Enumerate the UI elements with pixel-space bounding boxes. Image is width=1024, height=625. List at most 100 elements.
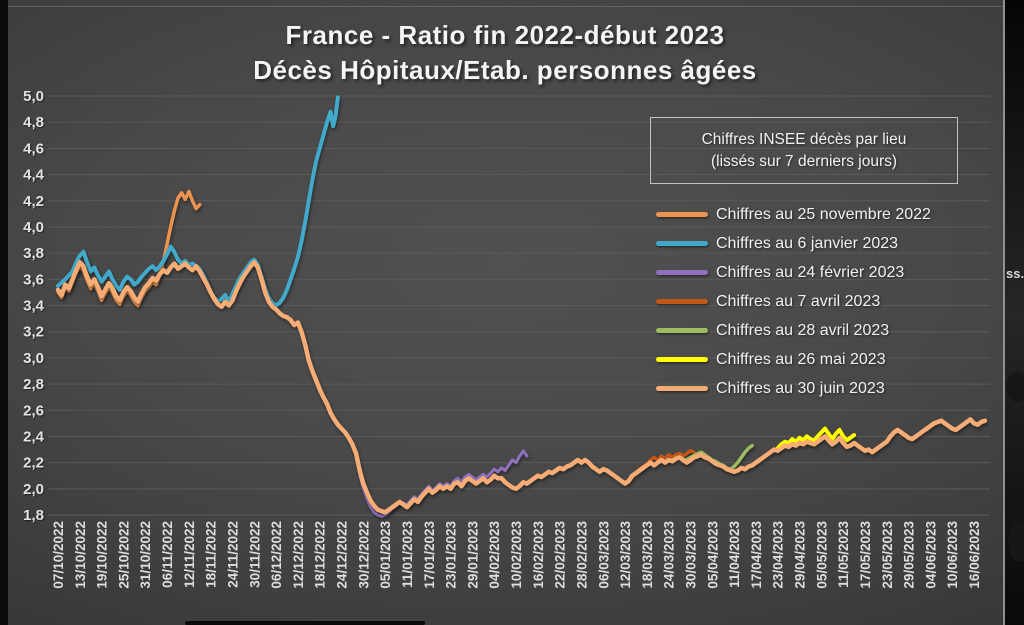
series-lines-group <box>55 95 988 518</box>
slide-top-border <box>8 6 1003 7</box>
cropped-shape <box>1006 372 1024 402</box>
svg-text:18/11/2022: 18/11/2022 <box>204 521 219 588</box>
cropped-text-fragment: ss. <box>1006 266 1024 281</box>
svg-text:30/03/2023: 30/03/2023 <box>683 521 698 589</box>
svg-text:24/12/2022: 24/12/2022 <box>335 521 350 589</box>
svg-text:11/01/2023: 11/01/2023 <box>400 521 415 588</box>
gridlines-group <box>48 95 990 516</box>
series-line <box>358 449 529 518</box>
chart-title-line2: Décès Hôpitaux/Etab. personnes âgées <box>253 55 757 85</box>
svg-text:5,0: 5,0 <box>23 88 44 105</box>
svg-text:17/04/2023: 17/04/2023 <box>749 521 764 589</box>
cropped-shape <box>1008 522 1024 562</box>
bottom-edge-bar <box>185 621 425 625</box>
series-line <box>55 260 988 515</box>
svg-text:23/04/2023: 23/04/2023 <box>771 521 786 589</box>
svg-text:4,4: 4,4 <box>23 167 45 184</box>
svg-text:05/05/2023: 05/05/2023 <box>814 521 829 589</box>
svg-text:25/10/2022: 25/10/2022 <box>116 521 131 589</box>
svg-text:12/03/2023: 12/03/2023 <box>618 521 633 589</box>
legend-item: Chiffres au 28 avril 2023 <box>656 316 931 345</box>
legend-label: Chiffres au 30 juin 2023 <box>716 379 885 397</box>
svg-text:05/01/2023: 05/01/2023 <box>378 521 393 589</box>
svg-text:04/02/2023: 04/02/2023 <box>487 521 502 589</box>
svg-text:24/11/2022: 24/11/2022 <box>225 521 240 588</box>
svg-text:31/10/2022: 31/10/2022 <box>138 521 153 589</box>
svg-text:4,0: 4,0 <box>23 219 44 236</box>
legend-label: Chiffres au 6 janvier 2023 <box>716 234 899 252</box>
svg-text:12/11/2022: 12/11/2022 <box>182 521 197 588</box>
svg-text:2,2: 2,2 <box>23 455 44 472</box>
series-line <box>775 426 857 451</box>
chart-legend: Chiffres au 25 novembre 2022 Chiffres au… <box>656 200 931 403</box>
legend-item: Chiffres au 7 avril 2023 <box>656 287 931 316</box>
svg-text:29/01/2023: 29/01/2023 <box>465 521 480 589</box>
legend-item: Chiffres au 25 novembre 2022 <box>656 200 931 229</box>
legend-label: Chiffres au 25 novembre 2022 <box>716 205 931 223</box>
annotation-line2: (lissés sur 7 derniers jours) <box>710 152 898 170</box>
series-line <box>56 189 202 308</box>
legend-item: Chiffres au 26 mai 2023 <box>656 345 931 374</box>
y-axis-labels-group: 5,0 4,8 4,6 4,4 4,2 4,0 3,8 3,6 3,4 3,2 3,0 2,8 2,6 2… <box>23 88 45 524</box>
svg-text:16/06/2023: 16/06/2023 <box>967 521 982 589</box>
svg-text:11/05/2023: 11/05/2023 <box>836 521 851 588</box>
svg-text:06/11/2022: 06/11/2022 <box>160 521 175 588</box>
svg-text:30/11/2022: 30/11/2022 <box>247 521 262 588</box>
svg-text:28/02/2023: 28/02/2023 <box>574 521 589 589</box>
svg-text:07/10/2022: 07/10/2022 <box>51 521 66 589</box>
svg-text:17/05/2023: 17/05/2023 <box>858 521 873 589</box>
legend-item: Chiffres au 24 février 2023 <box>656 258 931 287</box>
svg-text:17/01/2023: 17/01/2023 <box>422 521 437 589</box>
slide-right-edge-line <box>1003 0 1005 625</box>
svg-text:23/01/2023: 23/01/2023 <box>444 521 459 589</box>
legend-swatch-teal <box>656 241 708 246</box>
svg-text:29/05/2023: 29/05/2023 <box>902 521 917 589</box>
svg-text:2,4: 2,4 <box>23 428 45 445</box>
legend-item: Chiffres au 6 janvier 2023 <box>656 229 931 258</box>
annotation-box: Chiffres INSEE décès par lieu (lissés su… <box>650 117 958 184</box>
svg-text:30/12/2022: 30/12/2022 <box>356 521 371 589</box>
svg-text:3,2: 3,2 <box>23 324 44 341</box>
legend-swatch-yellow <box>656 357 708 362</box>
svg-text:3,6: 3,6 <box>23 271 44 288</box>
svg-text:3,4: 3,4 <box>23 298 45 315</box>
legend-swatch-green <box>656 328 708 333</box>
svg-text:2,0: 2,0 <box>23 481 44 498</box>
legend-label: Chiffres au 28 avril 2023 <box>716 321 890 339</box>
svg-text:4,8: 4,8 <box>23 114 44 131</box>
svg-text:2,8: 2,8 <box>23 376 44 393</box>
legend-item: Chiffres au 30 juin 2023 <box>656 374 931 403</box>
svg-text:13/10/2022: 13/10/2022 <box>73 521 88 589</box>
legend-swatch-purple <box>656 270 708 275</box>
slide-background <box>8 0 1003 625</box>
svg-text:10/06/2023: 10/06/2023 <box>945 521 960 589</box>
svg-text:05/04/2023: 05/04/2023 <box>705 521 720 589</box>
svg-text:2,6: 2,6 <box>23 402 44 419</box>
legend-swatch-orange <box>656 212 708 217</box>
svg-text:06/12/2022: 06/12/2022 <box>269 521 284 589</box>
legend-label: Chiffres au 24 février 2023 <box>716 263 905 281</box>
svg-text:29/04/2023: 29/04/2023 <box>793 521 808 589</box>
svg-text:4,2: 4,2 <box>23 193 44 210</box>
svg-text:18/03/2023: 18/03/2023 <box>640 521 655 589</box>
svg-text:4,6: 4,6 <box>23 140 44 157</box>
annotation-line1: Chiffres INSEE décès par lieu <box>701 130 907 148</box>
svg-text:12/12/2022: 12/12/2022 <box>291 521 306 589</box>
chart-title: France - Ratio fin 2022-début 2023 Décès… <box>60 18 950 88</box>
legend-label: Chiffres au 7 avril 2023 <box>716 292 881 310</box>
x-axis-labels-group: 07/10/2022 13/10/2022 19/10/2022 25/10/2022… <box>51 521 982 589</box>
svg-text:1,8: 1,8 <box>23 507 44 524</box>
svg-text:10/02/2023: 10/02/2023 <box>509 521 524 589</box>
svg-text:06/03/2023: 06/03/2023 <box>596 521 611 589</box>
svg-text:04/06/2023: 04/06/2023 <box>923 521 938 589</box>
svg-text:3,0: 3,0 <box>23 350 44 367</box>
legend-label: Chiffres au 26 mai 2023 <box>716 350 886 368</box>
svg-text:23/05/2023: 23/05/2023 <box>880 521 895 589</box>
legend-swatch-darkorange <box>656 299 708 304</box>
svg-text:19/10/2022: 19/10/2022 <box>95 521 110 589</box>
svg-text:18/12/2022: 18/12/2022 <box>313 521 328 589</box>
svg-text:24/03/2023: 24/03/2023 <box>662 521 677 589</box>
svg-text:22/02/2023: 22/02/2023 <box>553 521 568 589</box>
